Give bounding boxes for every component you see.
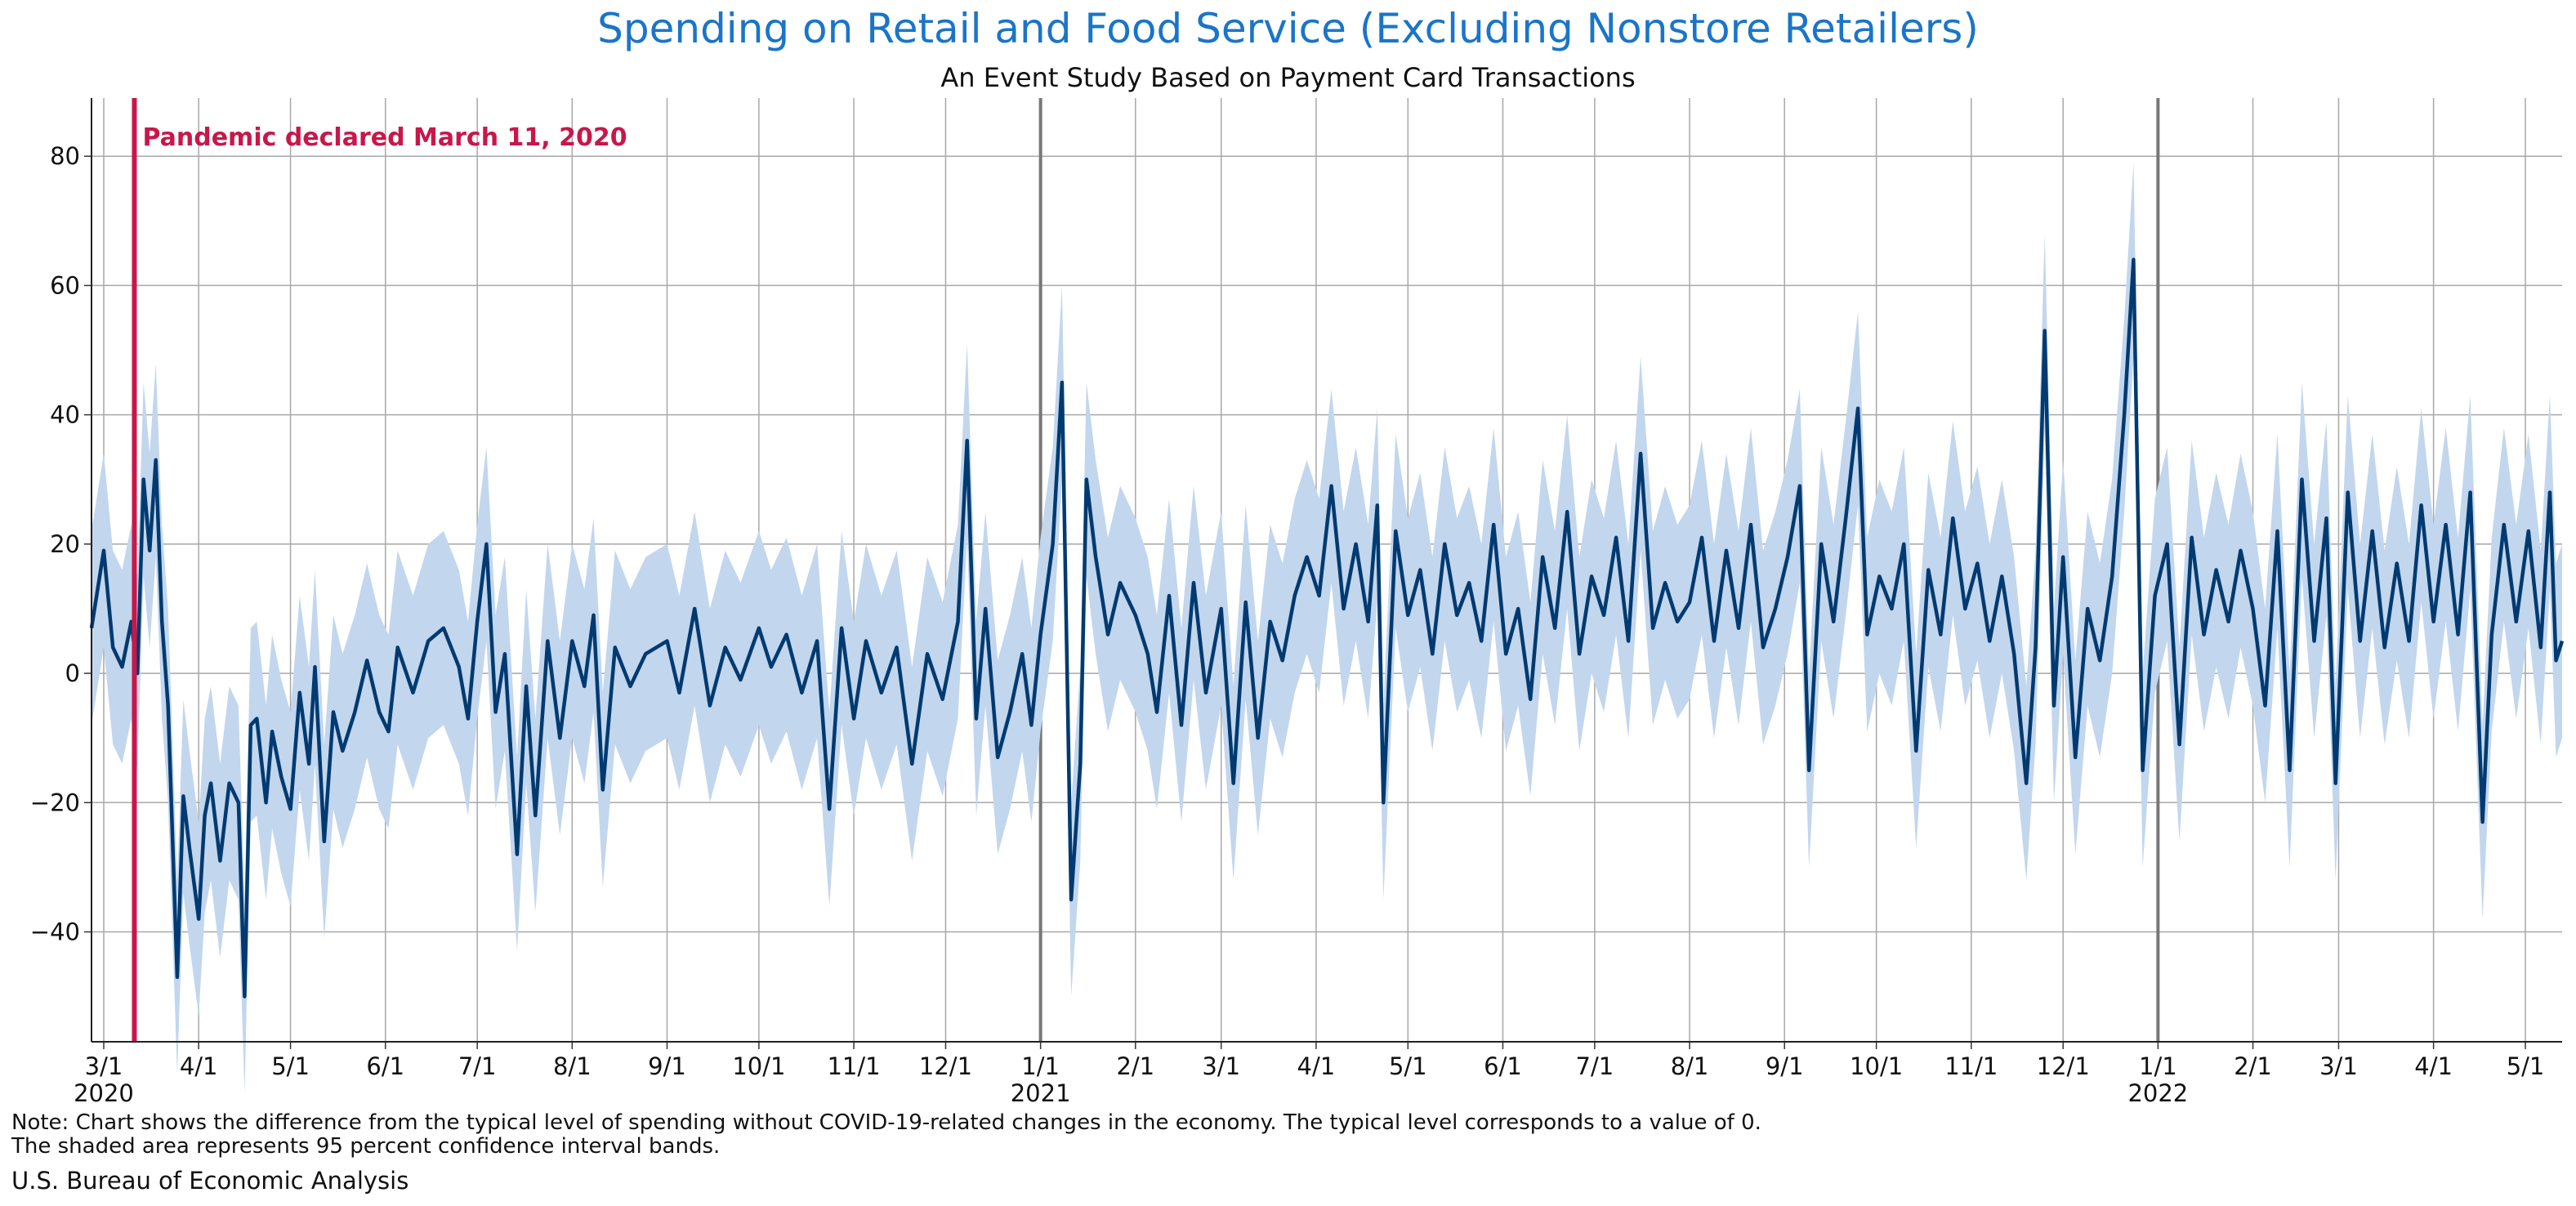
x-tick-label: 2/1 [1116, 1052, 1154, 1080]
x-tick-label: 9/1 [1766, 1052, 1804, 1080]
x-tick-label: 1/1 [2139, 1052, 2177, 1080]
x-tick-label: 10/1 [1850, 1052, 1903, 1080]
y-tick-label: 20 [50, 530, 80, 558]
x-tick-label: 1/1 [1021, 1052, 1060, 1080]
x-year-label: 2020 [74, 1079, 134, 1107]
x-tick-label: 12/1 [2037, 1052, 2090, 1080]
x-tick-label: 6/1 [366, 1052, 404, 1080]
y-tick-label: −40 [30, 918, 80, 946]
series-line-layer [89, 98, 2565, 1042]
x-tick-label: 4/1 [180, 1052, 218, 1080]
x-tick-label: 3/1 [1202, 1052, 1240, 1080]
x-tick-label: 12/1 [919, 1052, 972, 1080]
chart-note-line-1: Note: Chart shows the difference from th… [11, 1110, 1761, 1135]
x-tick-label: 10/1 [732, 1052, 785, 1080]
confidence-band [92, 163, 2562, 1094]
confidence-band-layer [92, 163, 2562, 1094]
series-line [89, 257, 2565, 998]
x-tick-label: 3/1 [85, 1052, 123, 1080]
x-year-label: 2022 [2127, 1079, 2188, 1107]
x-tick-label: 7/1 [458, 1052, 497, 1080]
x-tick-label: 5/1 [271, 1052, 310, 1080]
x-tick-label: 11/1 [1944, 1052, 1998, 1080]
y-tick-label: −20 [30, 788, 80, 816]
source-credit: U.S. Bureau of Economic Analysis [11, 1167, 409, 1195]
y-tick-label: 40 [50, 401, 80, 429]
y-tick-label: 60 [50, 271, 80, 299]
axes [84, 98, 2562, 1049]
x-tick-label: 4/1 [2414, 1052, 2453, 1080]
x-tick-label: 8/1 [553, 1052, 592, 1080]
x-tick-label: 4/1 [1297, 1052, 1336, 1080]
x-tick-label: 8/1 [1671, 1052, 1709, 1080]
x-tick-label: 5/1 [1389, 1052, 1427, 1080]
x-tick-label: 7/1 [1576, 1052, 1614, 1080]
chart-note-line-2: The shaded area represents 95 percent co… [11, 1134, 721, 1159]
event-annotation: Pandemic declared March 11, 2020 [142, 123, 627, 152]
x-tick-label: 3/1 [2319, 1052, 2358, 1080]
y-tick-label: 80 [50, 142, 80, 170]
x-year-label: 2021 [1011, 1079, 1071, 1107]
chart-subtitle: An Event Study Based on Payment Card Tra… [940, 62, 1636, 93]
x-tick-label: 11/1 [827, 1052, 880, 1080]
x-tick-label: 9/1 [648, 1052, 686, 1080]
x-tick-label: 5/1 [2507, 1052, 2545, 1080]
y-tick-label: 0 [65, 659, 80, 687]
x-tick-label: 6/1 [1484, 1052, 1522, 1080]
chart-title: Spending on Retail and Food Service (Exc… [597, 5, 1979, 52]
x-tick-label: 2/1 [2234, 1052, 2272, 1080]
